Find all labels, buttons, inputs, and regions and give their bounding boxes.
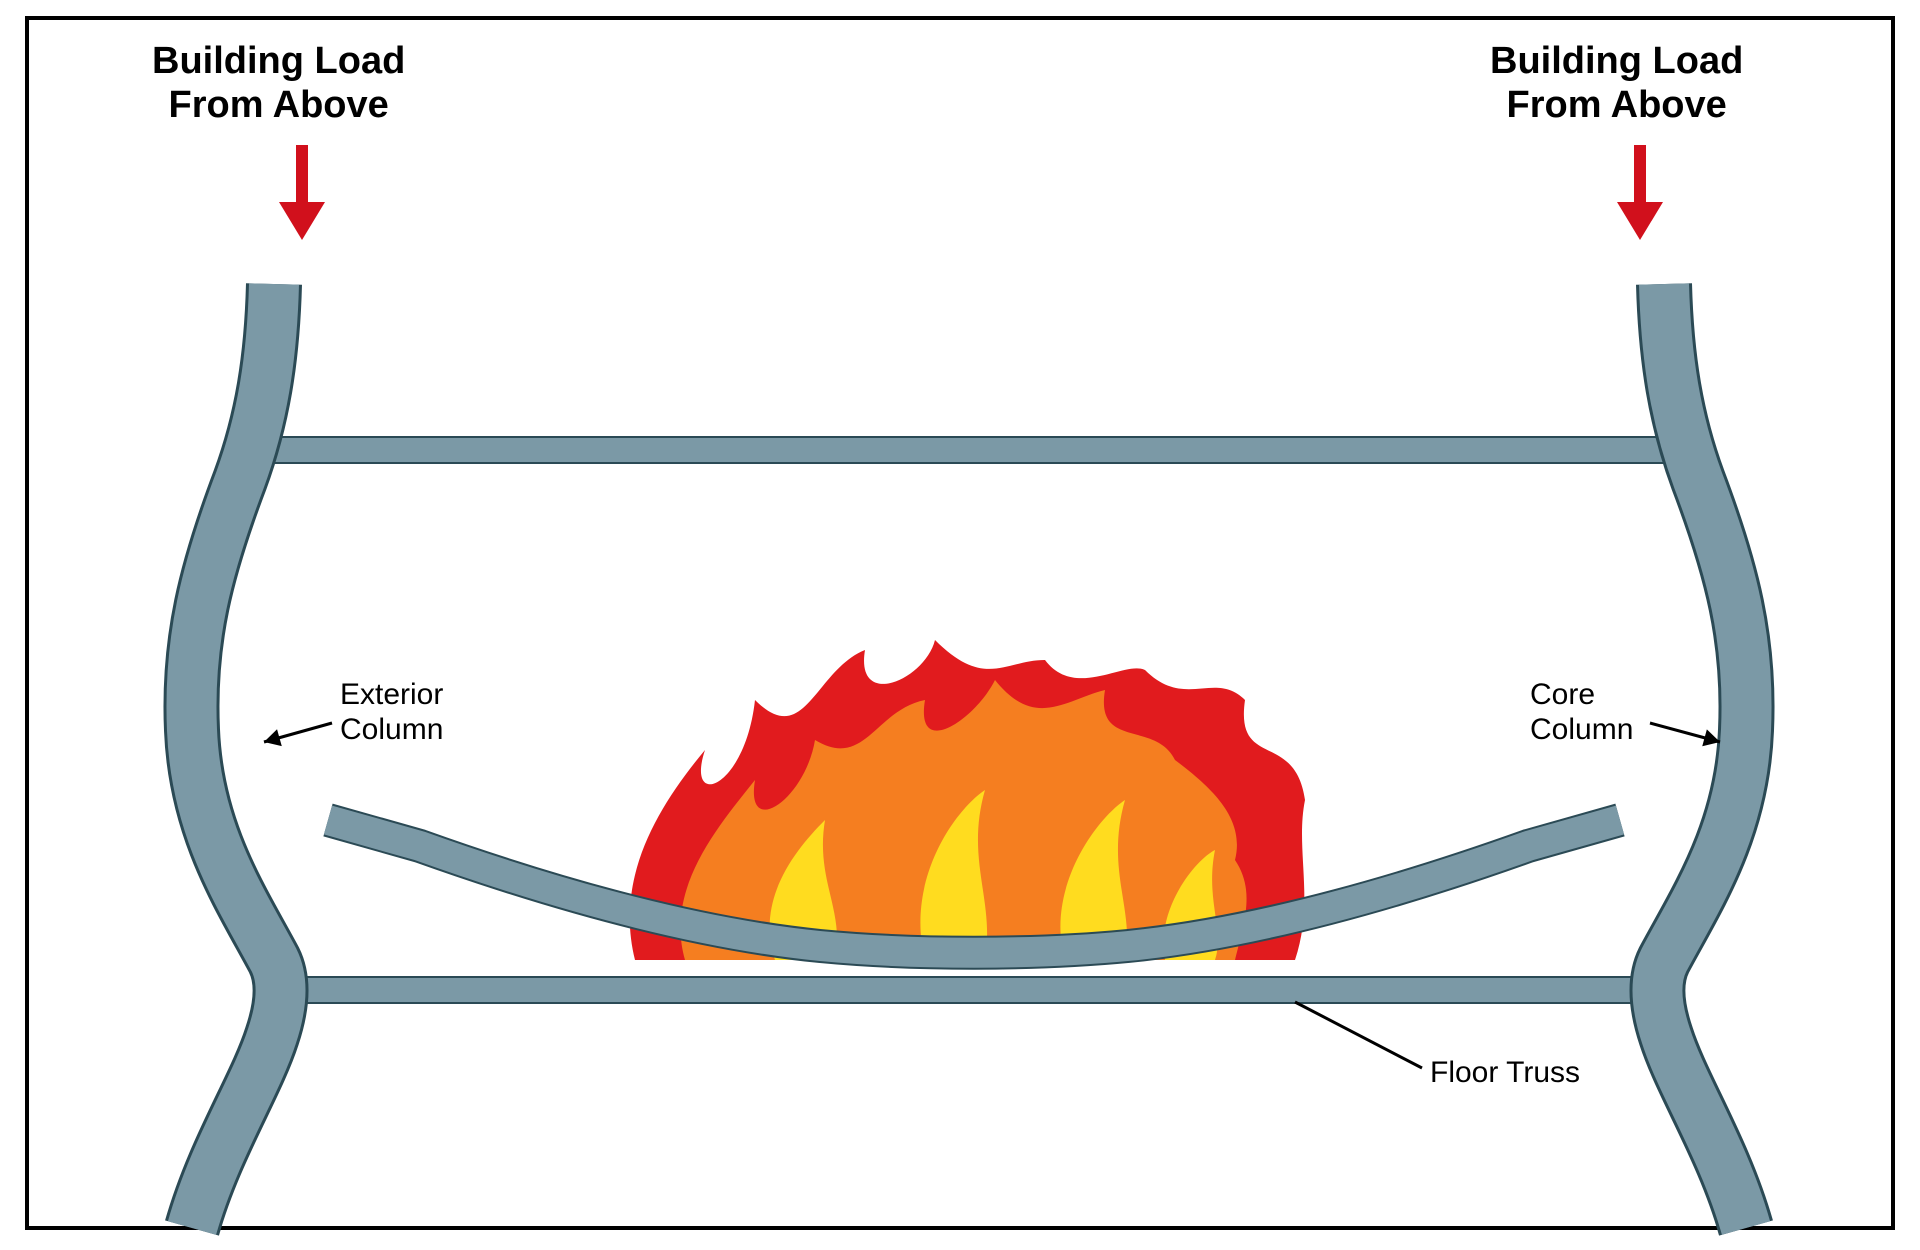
diagram-svg — [0, 0, 1920, 1250]
label-exterior-column: Exterior Column — [340, 678, 443, 747]
label-building-load-left: Building Load From Above — [152, 40, 405, 127]
label-building-load-right: Building Load From Above — [1490, 40, 1743, 127]
label-core-column: Core Column — [1530, 678, 1633, 747]
label-floor-truss: Floor Truss — [1430, 1056, 1580, 1091]
diagram-root: Building Load From Above Building Load F… — [0, 0, 1920, 1250]
